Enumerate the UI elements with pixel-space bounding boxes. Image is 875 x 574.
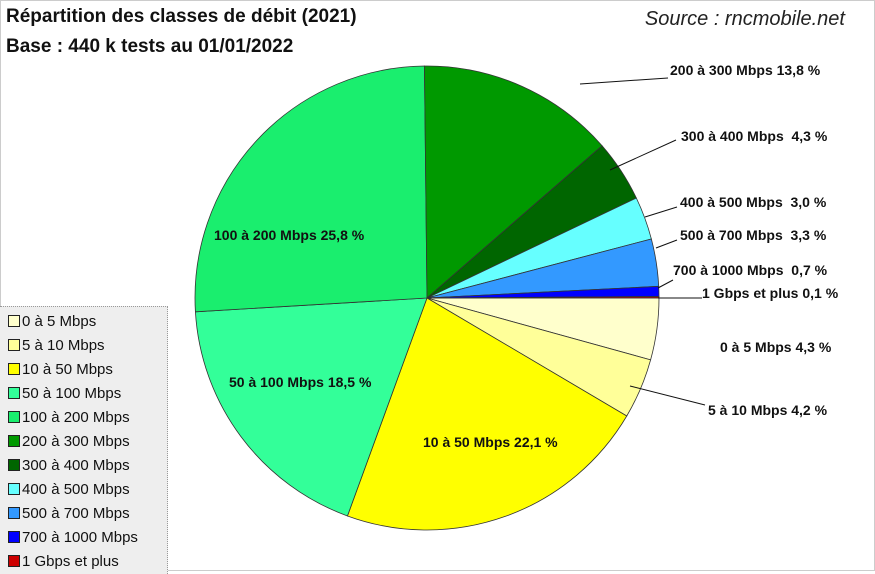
legend-swatch (8, 363, 20, 375)
legend-item: 10 à 50 Mbps (0, 357, 167, 381)
pie-slice-2 (346, 297, 628, 531)
chart-subtitle: Base : 440 k tests au 01/01/2022 (6, 36, 294, 57)
legend-label: 10 à 50 Mbps (22, 360, 113, 378)
slice-label-1g: 1 Gbps et plus 0,1 % (702, 285, 839, 301)
legend-label: 400 à 500 Mbps (22, 480, 130, 498)
chart-title: Répartition des classes de débit (2021) (6, 6, 357, 27)
legend-label: 300 à 400 Mbps (22, 456, 130, 474)
legend-label: 100 à 200 Mbps (22, 408, 130, 426)
slice-label-200-300: 200 à 300 Mbps 13,8 % (670, 62, 821, 78)
slice-label-700-1000: 700 à 1000 Mbps 0,7 % (673, 262, 828, 278)
legend-swatch (8, 435, 20, 447)
legend-label: 50 à 100 Mbps (22, 384, 122, 402)
slice-label-5-10: 5 à 10 Mbps 4,2 % (708, 402, 828, 418)
legend-item: 200 à 300 Mbps (0, 429, 167, 453)
legend-label: 5 à 10 Mbps (22, 336, 105, 354)
legend-item: 500 à 700 Mbps (0, 501, 167, 525)
legend-swatch (8, 315, 20, 327)
legend-item: 100 à 200 Mbps (0, 405, 167, 429)
pie-slice-3 (194, 297, 428, 517)
legend-label: 0 à 5 Mbps (22, 312, 97, 330)
legend-label: 1 Gbps et plus (22, 552, 119, 570)
slice-label-100-200: 100 à 200 Mbps 25,8 % (214, 227, 365, 243)
legend-swatch (8, 555, 20, 567)
legend-swatch (8, 387, 20, 399)
slice-label-10-50: 10 à 50 Mbps 22,1 % (423, 434, 558, 450)
chart-source: Source : rncmobile.net (644, 8, 845, 30)
slice-label-300-400: 300 à 400 Mbps 4,3 % (681, 128, 828, 144)
leader-line (655, 239, 678, 249)
legend-swatch (8, 507, 20, 519)
legend-label: 500 à 700 Mbps (22, 504, 130, 522)
legend-item: 700 à 1000 Mbps (0, 525, 167, 549)
pie-slice-5 (424, 65, 603, 299)
leader-line (609, 139, 677, 171)
legend-item: 5 à 10 Mbps (0, 333, 167, 357)
legend-item: 300 à 400 Mbps (0, 453, 167, 477)
slice-label-0-5: 0 à 5 Mbps 4,3 % (720, 339, 832, 355)
slice-label-500-700: 500 à 700 Mbps 3,3 % (680, 227, 827, 243)
legend-item: 1 Gbps et plus (0, 549, 167, 573)
legend-swatch (8, 483, 20, 495)
leader-line (579, 77, 669, 85)
legend-item: 400 à 500 Mbps (0, 477, 167, 501)
legend-item: 50 à 100 Mbps (0, 381, 167, 405)
legend-swatch (8, 459, 20, 471)
leader-line (629, 385, 706, 406)
pie-slice-4 (194, 65, 428, 313)
leader-line (657, 279, 674, 289)
slice-label-50-100: 50 à 100 Mbps 18,5 % (229, 374, 372, 390)
legend-swatch (8, 531, 20, 543)
legend-swatch (8, 339, 20, 351)
legend: 0 à 5 Mbps 5 à 10 Mbps 10 à 50 Mbps 50 à 10… (0, 306, 168, 574)
leader-line (644, 206, 678, 218)
slice-label-400-500: 400 à 500 Mbps 3,0 % (680, 194, 827, 210)
legend-label: 700 à 1000 Mbps (22, 528, 138, 546)
legend-swatch (8, 411, 20, 423)
legend-label: 200 à 300 Mbps (22, 432, 130, 450)
legend-item: 0 à 5 Mbps (0, 309, 167, 333)
